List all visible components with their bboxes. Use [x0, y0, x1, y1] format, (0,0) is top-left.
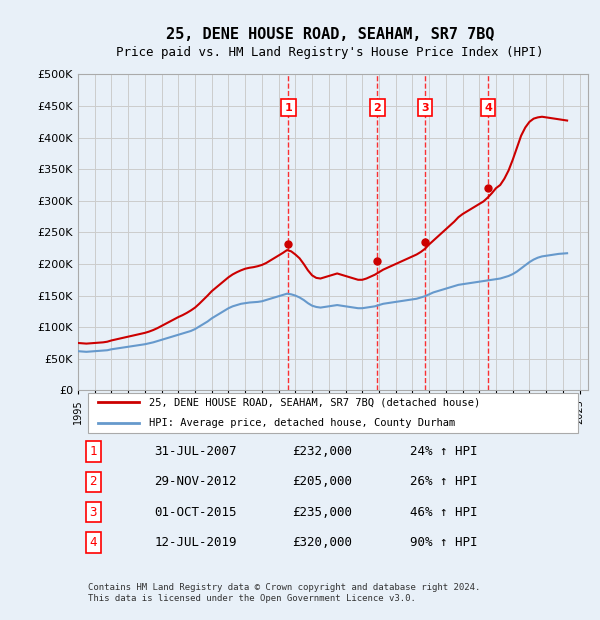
Text: 4: 4 [89, 536, 97, 549]
Text: 25, DENE HOUSE ROAD, SEAHAM, SR7 7BQ (detached house): 25, DENE HOUSE ROAD, SEAHAM, SR7 7BQ (de… [149, 397, 481, 407]
Text: £205,000: £205,000 [292, 476, 352, 489]
Text: Contains HM Land Registry data © Crown copyright and database right 2024.
This d: Contains HM Land Registry data © Crown c… [88, 583, 481, 603]
Text: 31-JUL-2007: 31-JUL-2007 [155, 445, 237, 458]
Text: 25, DENE HOUSE ROAD, SEAHAM, SR7 7BQ: 25, DENE HOUSE ROAD, SEAHAM, SR7 7BQ [166, 27, 494, 42]
Text: 1: 1 [89, 445, 97, 458]
Text: 90% ↑ HPI: 90% ↑ HPI [409, 536, 477, 549]
Text: 01-OCT-2015: 01-OCT-2015 [155, 506, 237, 519]
Text: 3: 3 [421, 102, 429, 113]
Text: 29-NOV-2012: 29-NOV-2012 [155, 476, 237, 489]
Text: 12-JUL-2019: 12-JUL-2019 [155, 536, 237, 549]
FancyBboxPatch shape [88, 392, 578, 433]
Text: 4: 4 [484, 102, 492, 113]
Text: 3: 3 [89, 506, 97, 519]
Text: 24% ↑ HPI: 24% ↑ HPI [409, 445, 477, 458]
Text: 2: 2 [89, 476, 97, 489]
Text: 46% ↑ HPI: 46% ↑ HPI [409, 506, 477, 519]
Text: 2: 2 [374, 102, 382, 113]
Text: 1: 1 [284, 102, 292, 113]
Text: £232,000: £232,000 [292, 445, 352, 458]
Text: Price paid vs. HM Land Registry's House Price Index (HPI): Price paid vs. HM Land Registry's House … [116, 46, 544, 59]
Text: HPI: Average price, detached house, County Durham: HPI: Average price, detached house, Coun… [149, 418, 455, 428]
Text: 26% ↑ HPI: 26% ↑ HPI [409, 476, 477, 489]
Text: £235,000: £235,000 [292, 506, 352, 519]
Text: £320,000: £320,000 [292, 536, 352, 549]
